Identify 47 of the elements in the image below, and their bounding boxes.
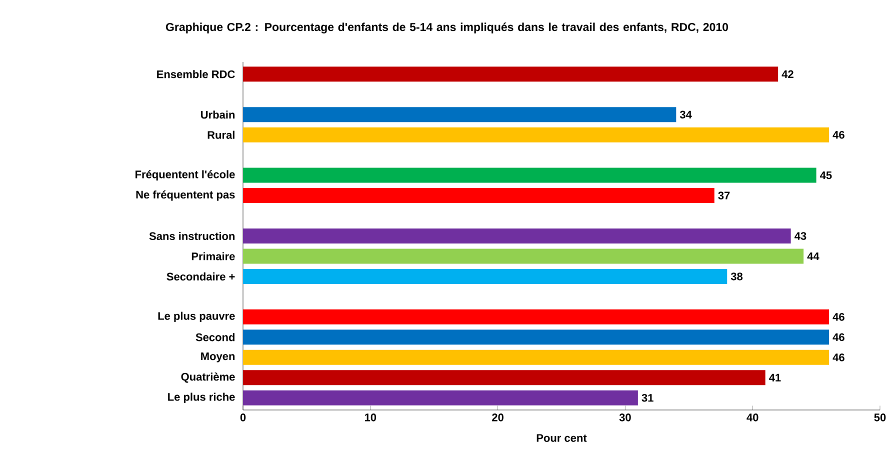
y-tick-label: Le plus pauvre [158,312,235,322]
y-tick-label: Sans instruction [149,232,235,240]
y-tick-label: Ensemble RDC [157,70,235,78]
y-tick-label: Fréquentent l'école [136,170,235,180]
data-label: 42 [782,70,794,78]
x-tick-label: 20 [492,414,504,422]
chart-title: Graphique CP.2 : Pourcentage d'enfants de 5-14 ans impliqués dans le travail des enfants, RDC, 2010 [166,22,728,34]
x-axis-title: Pour cent [536,434,587,442]
bar [243,188,714,204]
bar [243,66,778,82]
bar [243,330,830,345]
data-label: 46 [832,130,844,139]
x-tick-label: 50 [874,414,886,422]
y-tick-label: Rural [208,130,234,139]
y-tick-label: Ne fréquentent pas [136,190,235,201]
bar [243,309,830,324]
data-label: 46 [832,333,844,342]
data-label: 43 [794,232,806,240]
bar [243,168,816,183]
data-label: 46 [832,354,844,362]
y-tick-label: Second [196,333,234,342]
y-tick-label: Primaire [192,252,235,260]
data-label: 37 [718,192,730,200]
data-label: 34 [680,110,692,119]
x-tick-label: 30 [619,414,631,422]
y-tick-label: Secondaire + [166,272,235,280]
bar [243,390,638,406]
y-tick-label: Le plus riche [168,392,235,403]
y-tick-label: Moyen [201,352,235,362]
data-label: 45 [820,171,832,180]
data-label: 31 [642,394,654,402]
data-label: 41 [769,374,781,382]
bar [243,350,830,365]
y-tick-label: Urbain [201,110,235,119]
x-tick-label: 10 [364,414,376,422]
bar [243,248,804,264]
bar [243,370,766,386]
data-label: 44 [807,252,820,260]
bar [243,228,791,244]
bar [243,127,830,142]
y-tick-label: Quatrième [181,372,235,383]
x-tick-label: 0 [240,414,246,422]
bar [243,107,676,122]
data-label: 46 [832,313,844,321]
x-tick-label: 40 [746,414,758,422]
data-label: 38 [730,272,743,280]
bar [243,268,728,284]
